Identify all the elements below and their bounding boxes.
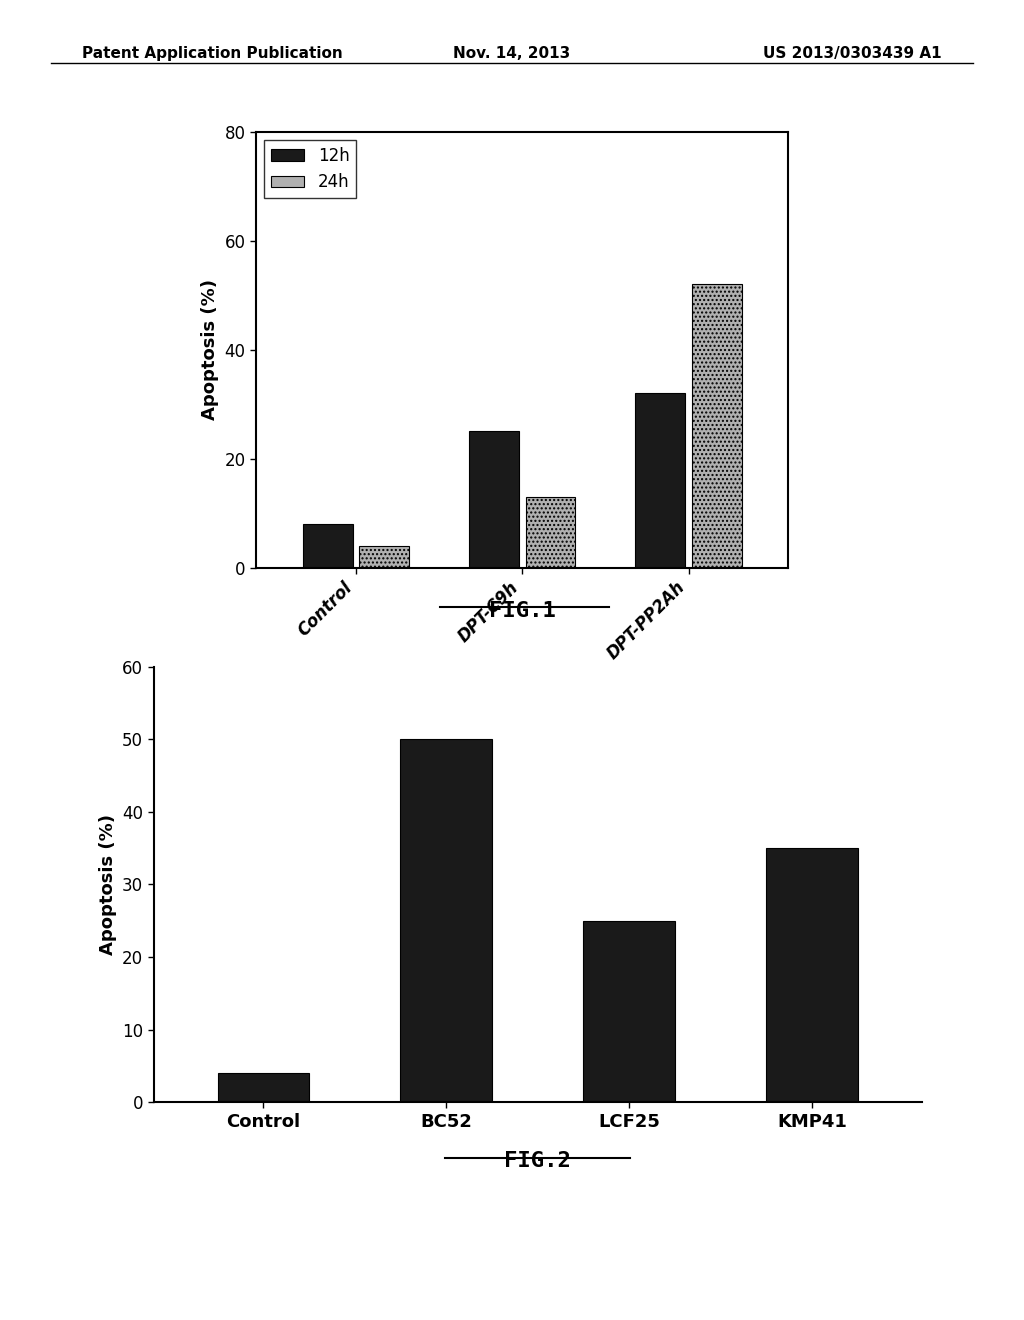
Bar [692, 285, 741, 568]
Bar [584, 921, 675, 1102]
Text: FIG.2: FIG.2 [504, 1151, 571, 1171]
Bar [217, 1073, 309, 1102]
Bar [303, 524, 352, 568]
Text: Patent Application Publication: Patent Application Publication [82, 46, 343, 61]
Bar [525, 496, 575, 568]
Text: FIG.1: FIG.1 [488, 601, 556, 620]
Bar [359, 546, 409, 568]
Text: US 2013/0303439 A1: US 2013/0303439 A1 [764, 46, 942, 61]
Y-axis label: Apoptosis (%): Apoptosis (%) [98, 814, 117, 954]
Legend: 12h, 24h: 12h, 24h [264, 140, 356, 198]
Y-axis label: Apoptosis (%): Apoptosis (%) [201, 280, 219, 420]
Bar [766, 849, 857, 1102]
Text: Nov. 14, 2013: Nov. 14, 2013 [454, 46, 570, 61]
Bar [635, 393, 685, 568]
Bar [400, 739, 492, 1102]
Bar [469, 432, 519, 568]
